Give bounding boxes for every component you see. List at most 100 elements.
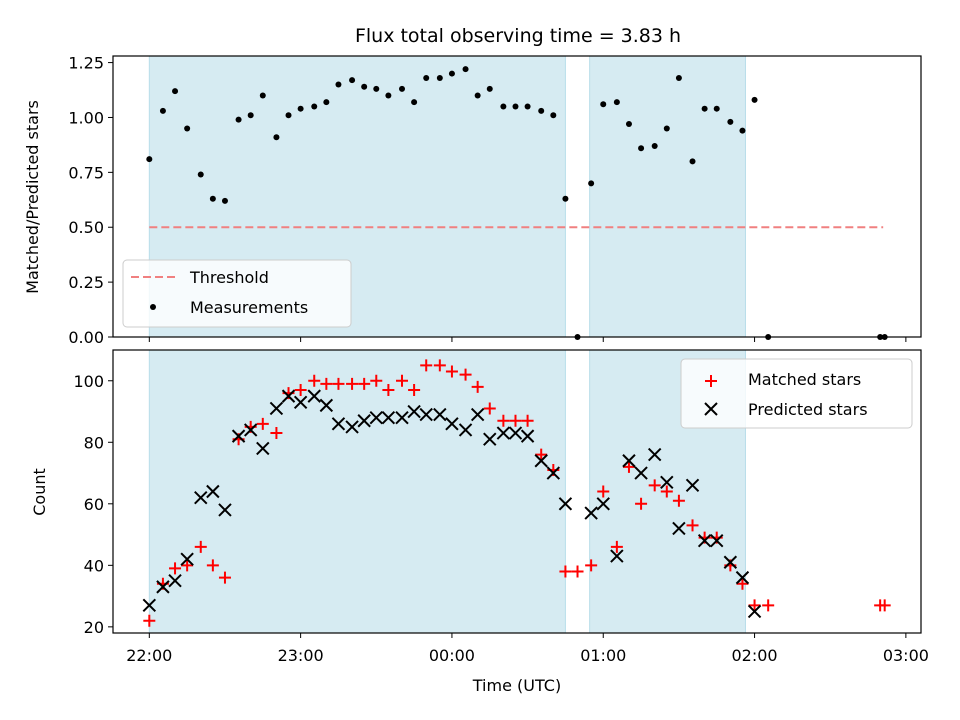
x-marker bbox=[357, 414, 371, 428]
top-measurements-point bbox=[550, 112, 557, 119]
top-measurements-point bbox=[486, 85, 493, 92]
bottom-matched-stars-point bbox=[169, 562, 182, 575]
chart-title: Flux total observing time = 3.83 h bbox=[355, 25, 681, 47]
x-marker bbox=[168, 573, 182, 588]
legend-predicted-swatch bbox=[704, 402, 718, 416]
top-measurements-point bbox=[751, 96, 758, 103]
bottom-y-tick-label: 40 bbox=[84, 556, 104, 575]
top-measurements-point bbox=[474, 92, 481, 99]
bottom-matched-stars-point bbox=[622, 460, 635, 473]
bottom-matched-stars-point bbox=[320, 377, 333, 390]
bottom-predicted-stars-point bbox=[331, 417, 346, 431]
bottom-predicted-stars-point bbox=[194, 490, 208, 505]
bottom-matched-stars-point bbox=[294, 383, 307, 396]
top-measurements-point bbox=[538, 107, 545, 114]
top-measurements-point bbox=[235, 116, 242, 123]
top-measurements-point bbox=[675, 74, 682, 81]
bottom-matched-stars-point bbox=[370, 374, 383, 387]
plus-marker bbox=[686, 519, 699, 532]
bottom-predicted-stars-point bbox=[243, 423, 258, 437]
bottom-matched-stars-point bbox=[597, 485, 610, 498]
plus-marker bbox=[382, 383, 395, 396]
bottom-predicted-stars-point bbox=[610, 549, 624, 563]
bottom-matched-stars-point bbox=[483, 402, 496, 415]
bottom-predicted-stars-point bbox=[508, 426, 523, 440]
plus-marker bbox=[308, 374, 321, 387]
x-marker bbox=[319, 398, 334, 413]
bottom-predicted-stars-point bbox=[218, 503, 232, 517]
top-shaded-interval bbox=[589, 55, 746, 338]
top-measurements-point bbox=[209, 195, 216, 202]
x-marker bbox=[269, 401, 284, 416]
plus-marker bbox=[762, 599, 775, 612]
bottom-matched-stars-point bbox=[509, 414, 522, 427]
x-marker bbox=[735, 570, 750, 585]
x-axis-label: Time (UTC) bbox=[472, 676, 561, 695]
bottom-predicted-stars-point bbox=[685, 478, 700, 493]
x-marker bbox=[293, 395, 308, 410]
x-marker bbox=[647, 447, 662, 462]
plus-marker bbox=[358, 377, 371, 390]
bottom-predicted-stars-point bbox=[723, 555, 738, 569]
top-y-tick-label: 0.25 bbox=[68, 273, 104, 292]
plus-marker bbox=[521, 414, 534, 427]
top-measurements-point bbox=[335, 81, 342, 88]
top-measurements-point bbox=[221, 197, 228, 204]
top-measurements-point bbox=[448, 70, 455, 77]
plus-marker bbox=[143, 614, 156, 627]
bottom-predicted-stars-point bbox=[168, 573, 182, 588]
plus-marker bbox=[396, 374, 409, 387]
top-measurements-point bbox=[500, 103, 507, 110]
legend-measurements-label: Measurements bbox=[190, 298, 308, 317]
x-marker bbox=[534, 454, 548, 468]
bottom-y-tick-label: 100 bbox=[73, 372, 104, 391]
plus-marker bbox=[585, 559, 598, 572]
plus-marker bbox=[748, 599, 761, 612]
bottom-panel: 20 40 60 80 100 22:00 23:00 00:00 01:00 02:00 03:0… bbox=[73, 349, 929, 665]
bottom-predicted-stars-point bbox=[281, 389, 296, 403]
bottom-predicted-stars-point bbox=[520, 429, 535, 443]
top-measurements-point bbox=[423, 74, 430, 81]
top-measurements-point bbox=[436, 74, 443, 81]
plus-marker bbox=[660, 485, 673, 498]
plus-marker bbox=[535, 448, 548, 461]
plus-marker bbox=[597, 485, 610, 498]
x-marker bbox=[156, 580, 170, 594]
x-marker bbox=[206, 484, 220, 499]
top-measurements-point bbox=[713, 105, 720, 112]
plus-marker bbox=[206, 559, 219, 572]
top-y-tick-label: 1.25 bbox=[68, 54, 104, 73]
top-axes-frame bbox=[112, 55, 922, 338]
plus-marker bbox=[635, 497, 648, 510]
plus-marker bbox=[218, 571, 231, 584]
bottom-predicted-stars-point bbox=[369, 410, 383, 425]
x-marker bbox=[520, 429, 535, 443]
x-marker bbox=[194, 490, 208, 505]
bottom-matched-stars-point bbox=[686, 519, 699, 532]
top-measurements-point bbox=[625, 121, 632, 128]
bottom-predicted-stars-point bbox=[584, 506, 598, 520]
x-marker bbox=[672, 521, 686, 536]
top-measurements-point bbox=[285, 112, 292, 119]
bottom-predicted-stars-point bbox=[142, 598, 157, 613]
bottom-predicted-stars-point bbox=[534, 454, 548, 468]
bottom-matched-stars-point bbox=[672, 494, 685, 507]
bottom-matched-stars-point bbox=[143, 614, 156, 627]
bottom-predicted-stars-point bbox=[269, 401, 284, 416]
top-legend: Threshold Measurements bbox=[122, 259, 352, 328]
plus-marker bbox=[648, 479, 661, 492]
top-y-tick-label: 1.00 bbox=[68, 108, 104, 127]
top-measurements-point bbox=[462, 66, 469, 73]
bottom-predicted-stars-point bbox=[231, 429, 246, 443]
bottom-shaded-interval bbox=[148, 349, 566, 634]
top-measurements-point bbox=[588, 180, 595, 187]
bottom-predicted-stars-point bbox=[395, 410, 409, 425]
bottom-predicted-stars-point bbox=[596, 497, 610, 511]
bottom-predicted-stars-point bbox=[256, 441, 270, 456]
plus-marker bbox=[483, 402, 496, 415]
x-marker bbox=[697, 534, 712, 548]
top-measurements-point bbox=[562, 195, 569, 202]
bottom-matched-stars-point bbox=[206, 559, 219, 572]
bottom-predicted-stars-point bbox=[697, 534, 712, 548]
bottom-predicted-stars-point bbox=[433, 407, 447, 422]
